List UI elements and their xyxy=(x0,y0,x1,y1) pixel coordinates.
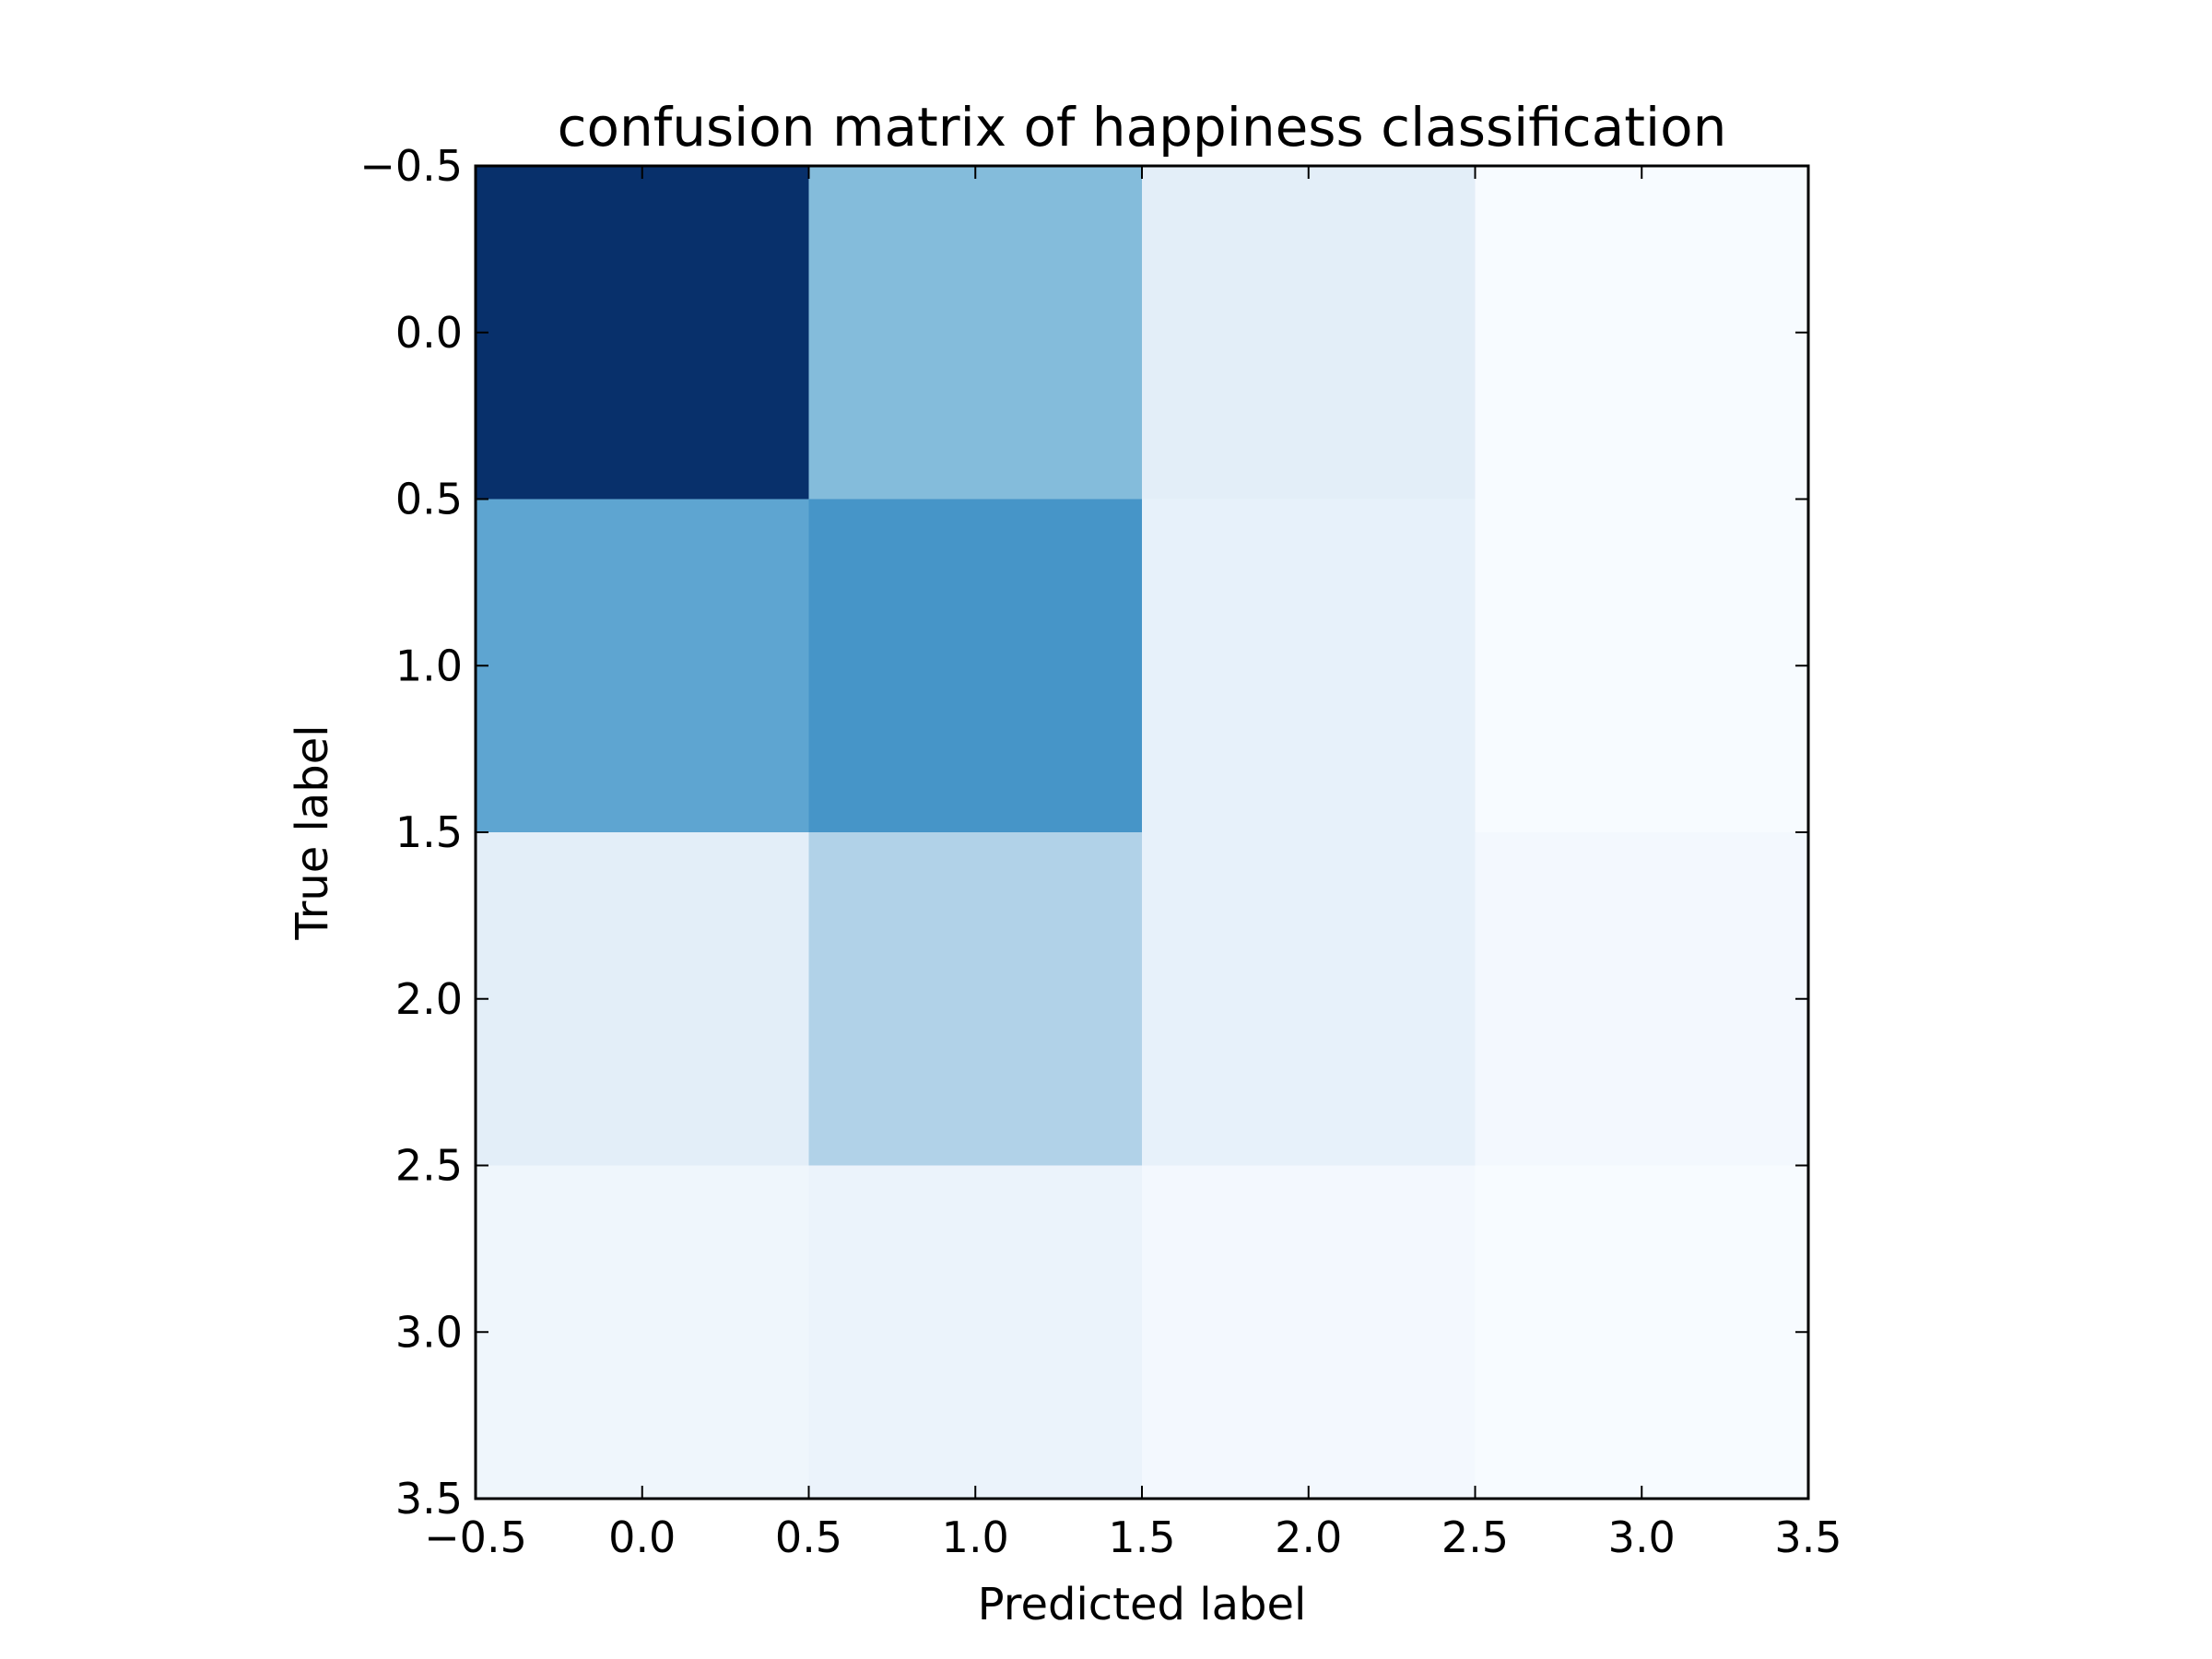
y-tick-label: 3.5 xyxy=(395,1474,463,1524)
x-tick-label: 1.0 xyxy=(942,1512,1009,1562)
heatmap-cell-r1-c0 xyxy=(476,499,809,833)
heatmap-cell-r2-c3 xyxy=(1475,832,1809,1166)
heatmap-cell-r3-c1 xyxy=(808,1165,1143,1500)
x-axis-label: Predicted label xyxy=(978,1579,1307,1630)
heatmap-cell-r1-c2 xyxy=(1142,499,1476,833)
heatmap-cell-r0-c2 xyxy=(1142,166,1476,500)
y-tick-label: 1.0 xyxy=(395,641,463,690)
heatmap-cell-r0-c1 xyxy=(808,166,1143,500)
x-tick-label: 2.0 xyxy=(1275,1512,1342,1562)
x-tick-label: −0.5 xyxy=(424,1512,527,1562)
heatmap-cell-r3-c2 xyxy=(1142,1165,1476,1500)
chart-title: confusion matrix of happiness classifica… xyxy=(558,96,1727,159)
y-tick-label: 0.0 xyxy=(395,308,463,358)
x-tick-label: 3.5 xyxy=(1774,1512,1841,1562)
y-axis-label: True label xyxy=(287,724,338,940)
x-tick-label: 2.5 xyxy=(1441,1512,1509,1562)
axis-ticks xyxy=(475,165,1809,1500)
heatmap-cell-r3-c0 xyxy=(476,1165,809,1500)
heatmap-cells xyxy=(476,166,1809,1500)
heatmap-cell-r0-c3 xyxy=(1475,166,1809,500)
y-tick-label: 1.5 xyxy=(395,807,463,857)
heatmap-cell-r0-c0 xyxy=(476,166,809,500)
x-tick-label: 0.5 xyxy=(775,1512,842,1562)
x-tick-label: 0.0 xyxy=(608,1512,676,1562)
y-tick-label: 2.0 xyxy=(395,974,463,1024)
y-tick-label: 0.5 xyxy=(395,475,463,524)
y-tick-label: 3.0 xyxy=(395,1307,463,1357)
heatmap-cell-r1-c1 xyxy=(808,499,1143,833)
heatmap-cell-r2-c1 xyxy=(808,832,1143,1166)
x-tick-label: 3.0 xyxy=(1608,1512,1676,1562)
x-tick-labels: −0.5 0.0 0.5 1.0 1.5 2.0 2.5 3.0 3.5 xyxy=(424,1512,1841,1562)
y-tick-label: −0.5 xyxy=(359,141,463,191)
heatmap-cell-r3-c3 xyxy=(1475,1165,1809,1500)
x-tick-label: 1.5 xyxy=(1108,1512,1175,1562)
y-tick-labels: −0.5 0.0 0.5 1.0 1.5 2.0 2.5 3.0 3.5 xyxy=(359,141,463,1524)
heatmap-cell-r1-c3 xyxy=(1475,499,1809,833)
heatmap-cell-r2-c0 xyxy=(476,832,809,1166)
heatmap-cell-r2-c2 xyxy=(1142,832,1476,1166)
y-tick-label: 2.5 xyxy=(395,1141,463,1191)
